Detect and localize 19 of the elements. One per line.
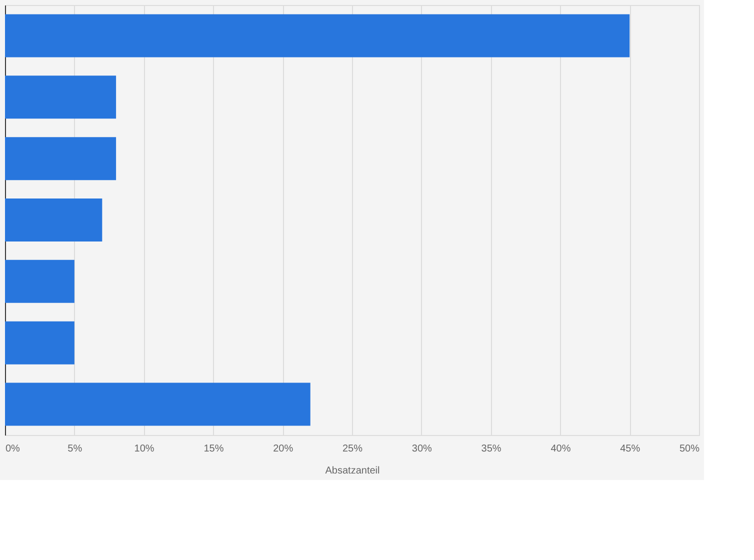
bar (5, 260, 74, 303)
x-tick-label: 50% (679, 444, 700, 454)
x-tick-label: 35% (481, 444, 502, 454)
bar (5, 321, 74, 364)
x-tick-label: 5% (68, 444, 82, 454)
x-tick-label: 0% (6, 444, 20, 454)
bar (5, 198, 102, 242)
x-tick-label: 10% (134, 444, 154, 454)
x-tick-label: 45% (620, 444, 640, 454)
bar (5, 382, 310, 426)
x-tick-label: 30% (412, 444, 432, 454)
x-tick-label: 15% (204, 444, 224, 454)
x-tick-label: 40% (550, 444, 571, 454)
bar (5, 76, 116, 119)
x-tick-label: 25% (342, 444, 363, 454)
bar (5, 137, 116, 180)
x-axis-title: Absatzanteil (325, 466, 380, 476)
bar (5, 14, 630, 58)
x-tick-label: 20% (273, 444, 294, 454)
